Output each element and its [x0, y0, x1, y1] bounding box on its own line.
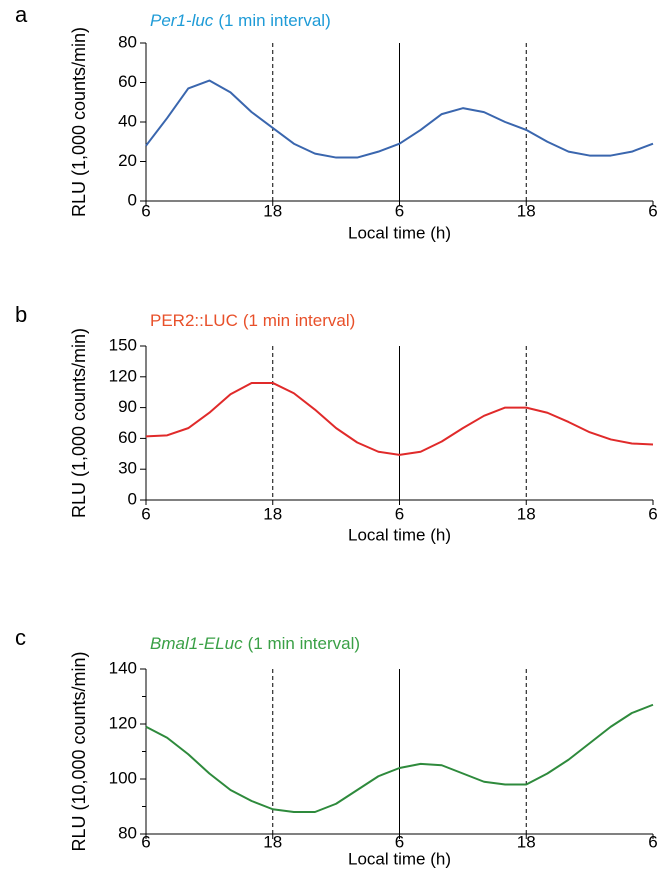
- x-axis-label: Local time (h): [348, 849, 451, 868]
- panel-label: c: [15, 625, 26, 650]
- x-tick-label: 6: [395, 201, 404, 220]
- title-part: PER2::LUC: [150, 311, 238, 330]
- chart-title: Per1-luc (1 min interval): [150, 11, 331, 30]
- title-part: (1 min interval): [248, 634, 360, 653]
- x-tick-label: 6: [648, 504, 657, 523]
- x-tick-label: 18: [517, 504, 536, 523]
- y-tick-label: 80: [118, 823, 137, 842]
- x-axis-label: Local time (h): [348, 223, 451, 242]
- x-tick-label: 6: [648, 832, 657, 851]
- title-part: (1 min interval): [243, 311, 355, 330]
- y-tick-label: 40: [118, 111, 137, 130]
- y-tick-label: 0: [128, 190, 137, 209]
- y-tick-label: 150: [109, 335, 137, 354]
- y-tick-label: 0: [128, 489, 137, 508]
- y-tick-label: 140: [109, 658, 137, 677]
- y-tick-label: 20: [118, 151, 137, 170]
- x-tick-label: 6: [141, 832, 150, 851]
- y-tick-label: 30: [118, 459, 137, 478]
- y-tick-label: 120: [109, 366, 137, 385]
- y-tick-label: 80: [118, 32, 137, 51]
- title-part: Bmal1-ELuc: [150, 634, 243, 653]
- y-axis-label: RLU (10,000 counts/min): [69, 651, 89, 851]
- x-tick-label: 18: [263, 201, 282, 220]
- y-tick-label: 60: [118, 428, 137, 447]
- title-part: Per1-luc: [150, 11, 214, 30]
- y-axis-label: RLU (1,000 counts/min): [69, 27, 89, 217]
- chart-title: PER2::LUC (1 min interval): [150, 311, 355, 330]
- y-tick-label: 120: [109, 713, 137, 732]
- y-tick-label: 60: [118, 72, 137, 91]
- panel-label: a: [15, 2, 28, 27]
- x-tick-label: 6: [395, 504, 404, 523]
- x-tick-label: 6: [648, 201, 657, 220]
- x-tick-label: 6: [141, 201, 150, 220]
- x-tick-label: 6: [141, 504, 150, 523]
- data-line: [145, 381, 654, 456]
- data-line: [145, 79, 654, 159]
- x-axis-label: Local time (h): [348, 525, 451, 544]
- y-tick-label: 90: [118, 397, 137, 416]
- x-tick-label: 6: [395, 832, 404, 851]
- x-tick-label: 18: [517, 201, 536, 220]
- x-tick-label: 18: [263, 504, 282, 523]
- x-tick-label: 18: [263, 832, 282, 851]
- x-tick-label: 18: [517, 832, 536, 851]
- data-line: [145, 703, 654, 813]
- y-tick-label: 100: [109, 768, 137, 787]
- y-axis-label: RLU (1,000 counts/min): [69, 328, 89, 518]
- panel-label: b: [15, 302, 27, 327]
- title-part: (1 min interval): [218, 11, 330, 30]
- chart-title: Bmal1-ELuc (1 min interval): [150, 634, 360, 653]
